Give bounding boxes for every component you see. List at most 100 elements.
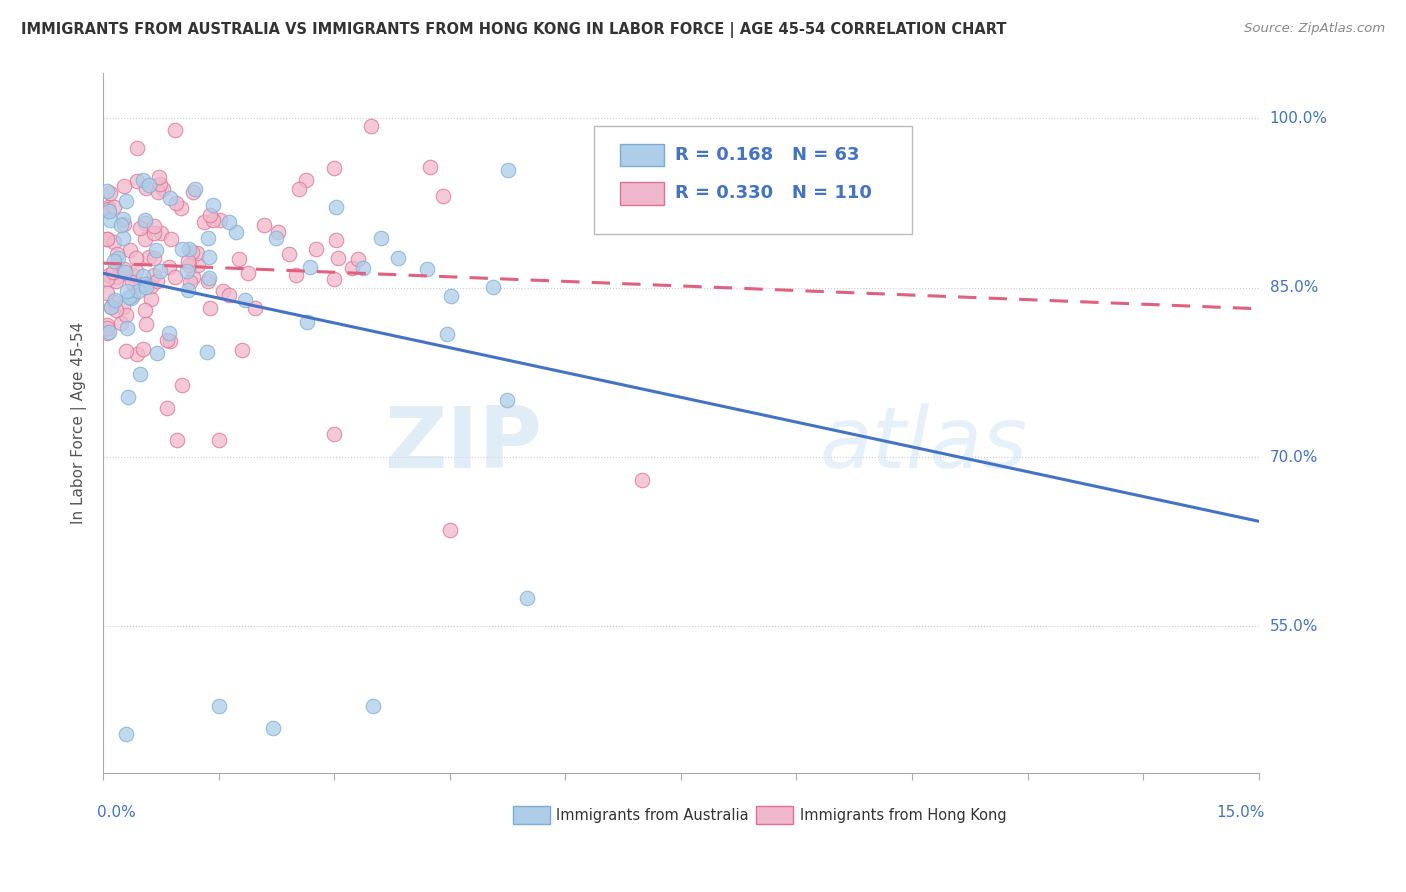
Point (179, 242, 201, 256)
Point (96, 326, 118, 340)
Point (100, 300, 122, 314)
Point (496, 162, 519, 177)
Point (218, 288, 240, 302)
Point (195, 345, 218, 359)
Point (110, 316, 132, 330)
Point (135, 280, 157, 294)
Point (112, 217, 135, 231)
Point (298, 260, 321, 274)
Point (98, 186, 121, 200)
Point (323, 427, 346, 442)
Text: IMMIGRANTS FROM AUSTRALIA VS IMMIGRANTS FROM HONG KONG IN LABOR FORCE | AGE 45-5: IMMIGRANTS FROM AUSTRALIA VS IMMIGRANTS … (21, 22, 1007, 38)
Point (495, 392, 517, 407)
Point (129, 278, 152, 293)
Text: 0.0%: 0.0% (97, 805, 136, 820)
Point (100, 300, 122, 314)
Point (134, 216, 156, 230)
Point (111, 212, 134, 227)
Point (267, 225, 290, 239)
Point (134, 303, 156, 318)
Text: 70.0%: 70.0% (1270, 450, 1317, 465)
Point (202, 213, 225, 227)
Point (160, 232, 183, 246)
Text: R = 0.330   N = 110: R = 0.330 N = 110 (675, 185, 872, 202)
Point (110, 218, 132, 232)
Point (481, 280, 503, 294)
Point (157, 260, 180, 274)
Point (105, 270, 128, 285)
Point (128, 368, 150, 382)
Point (141, 279, 163, 293)
Point (326, 252, 349, 266)
Point (125, 174, 148, 188)
Point (166, 434, 188, 448)
Point (139, 292, 162, 306)
Point (135, 318, 157, 332)
Point (134, 277, 156, 292)
Point (96, 272, 118, 286)
Point (288, 182, 311, 196)
Point (162, 55, 184, 70)
Point (262, 721, 284, 735)
Point (138, 178, 160, 192)
Point (142, 268, 165, 283)
Point (97, 203, 120, 218)
Point (323, 161, 346, 176)
Point (142, 219, 165, 234)
Point (172, 242, 194, 256)
Point (125, 141, 148, 155)
Text: R = 0.168   N = 63: R = 0.168 N = 63 (675, 146, 859, 164)
Point (156, 401, 179, 415)
Point (416, 261, 439, 276)
Point (101, 264, 124, 278)
Point (135, 180, 157, 194)
Point (209, 213, 232, 227)
Point (107, 251, 129, 265)
Point (143, 226, 166, 240)
Point (294, 173, 316, 187)
Point (218, 215, 240, 229)
Point (105, 274, 128, 288)
Point (197, 230, 219, 244)
Point (149, 177, 172, 191)
Point (228, 252, 250, 267)
Point (325, 200, 347, 214)
Point (156, 333, 179, 347)
Point (170, 378, 193, 392)
Point (97, 268, 120, 283)
Point (103, 254, 125, 268)
Point (134, 231, 156, 245)
Point (305, 242, 328, 256)
Text: 85.0%: 85.0% (1270, 280, 1317, 295)
Point (118, 290, 141, 304)
Point (419, 160, 441, 174)
Point (245, 301, 267, 315)
Point (183, 270, 205, 285)
Point (97, 201, 120, 215)
Point (121, 275, 143, 289)
Point (295, 315, 318, 329)
Point (104, 293, 127, 308)
Point (696, 185, 718, 199)
Point (115, 321, 138, 335)
Point (132, 269, 155, 284)
Point (360, 119, 382, 133)
Point (177, 283, 200, 297)
Point (198, 208, 221, 222)
Point (105, 246, 128, 260)
Text: ZIP: ZIP (384, 402, 543, 485)
Point (138, 250, 160, 264)
Point (235, 293, 257, 307)
Point (103, 235, 125, 249)
Point (114, 265, 136, 279)
Point (96, 318, 118, 333)
Point (115, 727, 138, 741)
Point (323, 272, 346, 286)
Point (325, 233, 347, 247)
Point (170, 201, 193, 215)
Point (208, 433, 231, 447)
Point (127, 284, 149, 298)
Point (124, 251, 146, 265)
Point (631, 473, 654, 487)
Point (180, 245, 202, 260)
